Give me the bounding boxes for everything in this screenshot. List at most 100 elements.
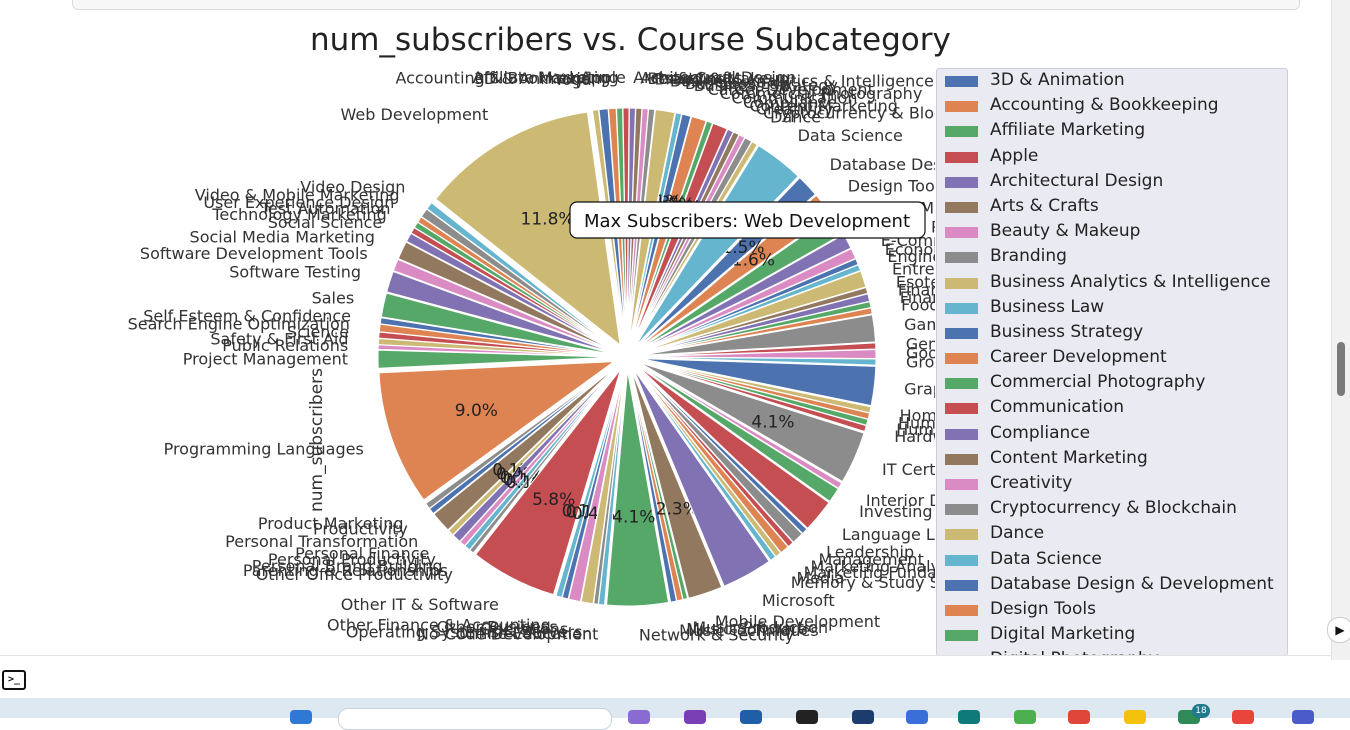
slice-label: 3D & Animation <box>474 69 601 88</box>
slice-label: Web Development <box>341 105 489 124</box>
slice-label: Other Business <box>437 617 558 636</box>
pie-slice <box>597 370 627 606</box>
legend-item: Digital Photography <box>937 649 1287 655</box>
legend-item: Branding <box>937 246 1287 271</box>
app-icon[interactable] <box>740 710 762 724</box>
slice-label: Productivity <box>313 520 408 539</box>
pie-slice <box>378 361 616 501</box>
app-icon[interactable] <box>796 710 818 724</box>
app-icon[interactable] <box>1292 710 1314 724</box>
annotation-text: Max Subscribers: Web Development <box>584 211 910 232</box>
slice-label: Video & Mobile Marketing <box>195 185 400 204</box>
app-icon[interactable] <box>684 710 706 724</box>
app-icon[interactable] <box>852 710 874 724</box>
slice-label: Dance <box>770 107 821 126</box>
app-icon[interactable] <box>1068 710 1090 724</box>
legend-item: Cryptocurrency & Blockchain <box>937 498 1287 523</box>
legend-swatch <box>945 101 978 113</box>
legend-item: Content Marketing <box>937 448 1287 473</box>
slice-label: Entrepreneurship <box>892 260 935 279</box>
chart-legend: 3D & Animation Accounting & Bookkeeping Af… <box>936 68 1288 656</box>
legend-swatch <box>945 504 978 516</box>
slice-label: Product Marketing <box>258 514 404 533</box>
legend-label: Affiliate Marketing <box>990 120 1146 141</box>
slice-label: IT Certifications <box>882 460 935 479</box>
app-icon[interactable] <box>628 710 650 724</box>
legend-swatch <box>945 403 978 415</box>
pie-slice <box>640 359 872 414</box>
legend-label: Digital Marketing <box>990 624 1136 645</box>
legend-item: Creativity <box>937 473 1287 498</box>
pie-slice <box>580 370 626 605</box>
legend-label: Data Science <box>990 548 1102 569</box>
slice-label: Yoga <box>553 70 591 89</box>
slice-label: Public Relations <box>222 336 348 355</box>
legend-label: Cryptocurrency & Blockchain <box>990 498 1237 519</box>
vertical-scrollbar[interactable] <box>1331 0 1350 660</box>
legend-item: Dance <box>937 523 1287 548</box>
legend-label: Beauty & Makeup <box>990 221 1141 242</box>
slice-percent-label: 4.1% <box>751 413 794 433</box>
legend-label: Architectural Design <box>990 170 1164 191</box>
slice-label: Marketing Fundamentals <box>804 563 935 582</box>
slice-label: Safety & First Aid <box>210 330 348 349</box>
app-icon[interactable] <box>1014 710 1036 724</box>
slice-label: Beauty & Makeup <box>647 69 789 88</box>
slice-label: Branding <box>655 69 727 88</box>
legend-item: Architectural Design <box>937 171 1287 196</box>
app-icon[interactable] <box>1232 710 1254 724</box>
slice-label: Hardware <box>894 427 935 446</box>
scrollbar-thumb[interactable] <box>1337 342 1345 396</box>
pie-slice <box>561 370 625 600</box>
legend-swatch <box>945 252 978 264</box>
pie-slice <box>636 366 803 543</box>
y-axis-label: num_subscribers <box>307 368 327 512</box>
slice-label: Financial Modeling & Analysis <box>898 280 935 299</box>
slice-label: Leadership <box>826 542 914 561</box>
slice-label: Growth Hacking <box>906 353 935 372</box>
pie-slice <box>639 248 857 352</box>
slice-label: Other Office Productivity <box>256 565 453 584</box>
pie-slice <box>392 258 615 353</box>
slice-label: Management <box>818 550 923 569</box>
slice-label: Arts & Crafts <box>640 68 742 87</box>
slice-label: Career Development <box>708 80 874 99</box>
slice-label: Video Design <box>300 177 405 196</box>
slice-label: Mobile Development <box>715 612 880 631</box>
slice-label: Design Tools <box>848 176 935 195</box>
slice-label: User Experience Design <box>203 193 394 212</box>
legend-swatch <box>945 201 978 213</box>
pie-slice <box>377 344 614 357</box>
taskbar-search-input[interactable] <box>338 708 612 730</box>
chevron-right-icon[interactable]: ▶ <box>1327 617 1350 643</box>
pie-slice <box>640 342 877 357</box>
slice-label: Language Learning <box>842 525 935 544</box>
pie-slice <box>640 270 867 354</box>
slice-label: Business Strategy <box>694 76 838 95</box>
legend-label: Arts & Crafts <box>990 195 1099 216</box>
pie-slice <box>640 286 869 354</box>
taskbar: 18 <box>0 698 1350 730</box>
slice-percent-label: 2.3% <box>656 500 699 520</box>
slice-label: Music Software <box>686 620 807 639</box>
terminal-icon[interactable]: >_ <box>2 670 26 690</box>
app-icon[interactable] <box>1124 710 1146 724</box>
legend-swatch <box>945 227 978 239</box>
slice-label: Science <box>287 322 349 341</box>
legend-label: Database Design & Development <box>990 573 1274 594</box>
legend-label: Digital Photography <box>990 649 1159 655</box>
slice-label: Humanities <box>896 420 935 439</box>
max-annotation: Max Subscribers: Web Development <box>569 201 926 239</box>
pie-slice <box>635 367 794 548</box>
app-icon[interactable] <box>906 710 928 724</box>
slice-label: Esoteric Practices <box>896 272 935 291</box>
pie-slice <box>635 145 799 347</box>
start-icon[interactable] <box>290 710 312 724</box>
slice-label: Music Production <box>692 618 828 637</box>
legend-item: Accounting & Bookkeeping <box>937 95 1287 120</box>
legend-label: Business Law <box>990 296 1105 317</box>
app-icon[interactable] <box>958 710 980 724</box>
pie-slice <box>606 370 670 607</box>
slice-label: Interior Design <box>866 491 935 510</box>
slice-label: Database Design & Development <box>830 155 935 174</box>
